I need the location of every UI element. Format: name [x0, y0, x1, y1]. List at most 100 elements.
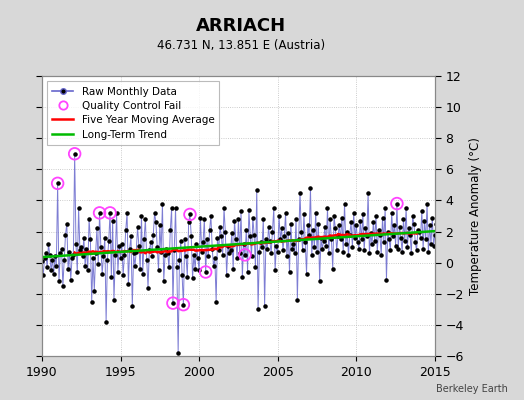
Point — [288, 246, 296, 252]
Point — [216, 224, 224, 230]
Point — [169, 300, 177, 306]
Point — [361, 225, 369, 232]
Point — [368, 241, 376, 247]
Point — [445, 236, 453, 242]
Point — [232, 236, 240, 242]
Point — [293, 297, 301, 303]
Point — [402, 205, 410, 212]
Point — [336, 236, 345, 242]
Point — [47, 267, 55, 274]
Point — [64, 266, 72, 272]
Point — [308, 252, 316, 258]
Point — [166, 227, 174, 233]
Point — [292, 216, 300, 222]
Point — [94, 261, 102, 268]
Point — [198, 248, 206, 255]
Point — [116, 255, 125, 261]
Point — [170, 247, 178, 254]
Point — [403, 244, 411, 250]
Point — [382, 276, 390, 283]
Point — [75, 247, 84, 254]
Point — [149, 232, 157, 238]
Point — [145, 247, 154, 254]
Point — [348, 244, 356, 250]
Point — [412, 247, 421, 254]
Point — [391, 242, 400, 249]
Point — [241, 252, 249, 258]
Point — [241, 252, 249, 258]
Point — [413, 227, 422, 233]
Point — [254, 306, 262, 312]
Point — [420, 218, 429, 224]
Point — [123, 210, 131, 216]
Point — [436, 225, 444, 232]
Point — [154, 267, 162, 274]
Point — [281, 210, 290, 216]
Point — [195, 267, 203, 274]
Point — [246, 233, 254, 240]
Point — [74, 205, 83, 212]
Point — [313, 248, 321, 255]
Point — [201, 269, 210, 275]
Point — [280, 233, 288, 240]
Point — [185, 211, 194, 218]
Point — [335, 222, 343, 228]
Point — [130, 262, 139, 269]
Point — [267, 250, 275, 256]
Point — [165, 264, 173, 270]
Point — [110, 297, 118, 303]
Point — [259, 216, 267, 222]
Point — [213, 234, 222, 241]
Point — [80, 234, 88, 241]
Point — [83, 267, 92, 274]
Point — [284, 230, 292, 236]
Point — [69, 252, 78, 258]
Point — [330, 213, 338, 219]
Point — [439, 218, 447, 224]
Point — [67, 276, 75, 283]
Point — [234, 216, 243, 222]
Point — [323, 205, 332, 212]
Point — [96, 244, 105, 250]
Point — [395, 224, 403, 230]
Point — [70, 150, 79, 157]
Point — [171, 205, 180, 212]
Point — [427, 241, 435, 247]
Point — [342, 241, 350, 247]
Point — [178, 272, 186, 278]
Point — [332, 247, 341, 254]
Point — [153, 244, 161, 250]
Point — [114, 269, 122, 275]
Point — [230, 218, 238, 224]
Point — [237, 208, 245, 214]
Point — [353, 239, 362, 246]
Point — [146, 239, 155, 246]
Point — [169, 300, 177, 306]
Point — [180, 236, 189, 242]
Point — [319, 238, 328, 244]
Point — [274, 248, 282, 255]
Point — [294, 236, 303, 242]
Point — [111, 252, 119, 258]
Point — [303, 222, 312, 228]
Point — [381, 205, 389, 212]
Point — [143, 256, 151, 263]
Point — [220, 205, 228, 212]
Point — [191, 266, 199, 272]
Point — [261, 236, 270, 242]
Point — [258, 244, 266, 250]
Text: ARRIACH: ARRIACH — [196, 17, 286, 35]
Point — [52, 262, 60, 269]
Point — [128, 303, 136, 310]
Point — [377, 252, 385, 258]
Point — [157, 248, 165, 255]
Text: 46.731 N, 13.851 E (Austria): 46.731 N, 13.851 E (Austria) — [157, 40, 325, 52]
Legend: Raw Monthly Data, Quality Control Fail, Five Year Moving Average, Long-Term Tren: Raw Monthly Data, Quality Control Fail, … — [47, 81, 220, 145]
Point — [290, 250, 299, 256]
Point — [46, 252, 54, 258]
Point — [208, 246, 216, 252]
Point — [256, 239, 265, 246]
Point — [300, 211, 308, 218]
Point — [179, 302, 188, 308]
Point — [44, 241, 52, 247]
